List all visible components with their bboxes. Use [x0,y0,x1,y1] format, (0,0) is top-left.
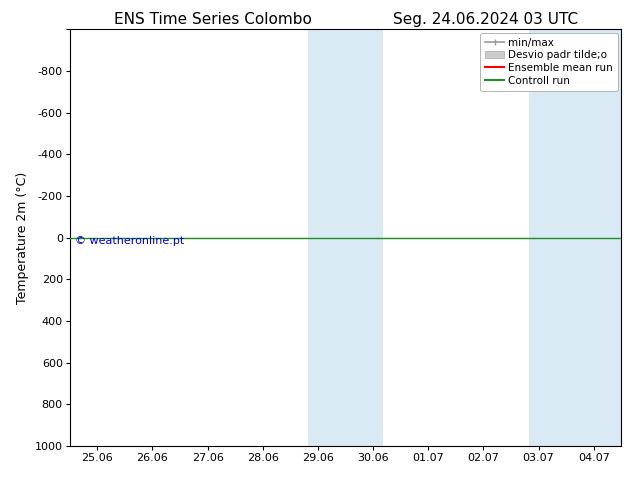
Text: © weatheronline.pt: © weatheronline.pt [75,236,184,246]
Legend: min/max, Desvio padr tilde;o, Ensemble mean run, Controll run: min/max, Desvio padr tilde;o, Ensemble m… [480,32,618,91]
Text: ENS Time Series Colombo: ENS Time Series Colombo [114,12,312,27]
Bar [529,29,621,446]
Y-axis label: Temperature 2m (°C): Temperature 2m (°C) [16,172,29,304]
Bar [308,29,383,446]
Text: Seg. 24.06.2024 03 UTC: Seg. 24.06.2024 03 UTC [393,12,578,27]
